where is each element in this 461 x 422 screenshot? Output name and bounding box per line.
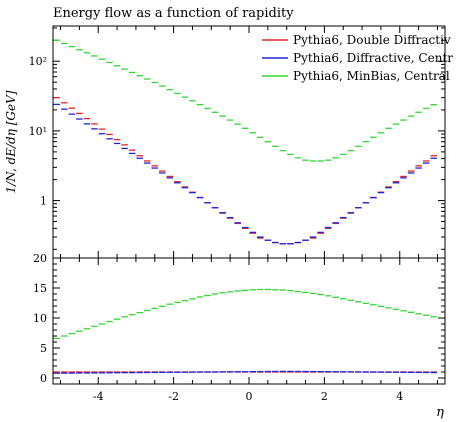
y-axis-label: 1/N, dE/dη [GeV] (4, 90, 18, 193)
ratio-y-tick-label: 10 (33, 312, 47, 325)
ratio-y-tick-label: 20 (33, 252, 47, 265)
x-tick-label: 4 (396, 390, 403, 403)
ratio-y-tick-label: 15 (33, 282, 47, 295)
x-tick-label: 2 (321, 390, 328, 403)
main-y-tick-label: 10¹ (29, 125, 47, 138)
ratio-y-tick-label: 0 (40, 372, 47, 385)
x-tick-label: -4 (93, 390, 104, 403)
legend-label-minbias-central: Pythia6, MinBias, Central (293, 69, 450, 83)
x-axis: -4 -2 0 2 4 (60, 26, 438, 403)
main-plot-area (53, 39, 437, 245)
chart-title: Energy flow as a function of rapidity (53, 6, 294, 21)
ratio-y-tick-label: 5 (40, 342, 47, 355)
ratio-y-axis: 0 5 10 15 20 (33, 252, 445, 385)
legend-label-double-diffractive: Pythia6, Double Diffractiv (293, 33, 451, 47)
ratio-plot-area (53, 288, 437, 374)
x-axis-label: η (436, 405, 444, 420)
main-y-axis: 1 10¹ 10² (29, 27, 445, 250)
x-tick-label: -2 (168, 390, 179, 403)
main-y-tick-label: 1 (40, 195, 47, 208)
legend: Pythia6, Double Diffractiv Pythia6, Diff… (262, 33, 453, 83)
main-y-tick-label: 10² (29, 55, 47, 68)
x-tick-label: 0 (246, 390, 253, 403)
legend-label-diffractive-central: Pythia6, Diffractive, Centr (293, 51, 453, 65)
